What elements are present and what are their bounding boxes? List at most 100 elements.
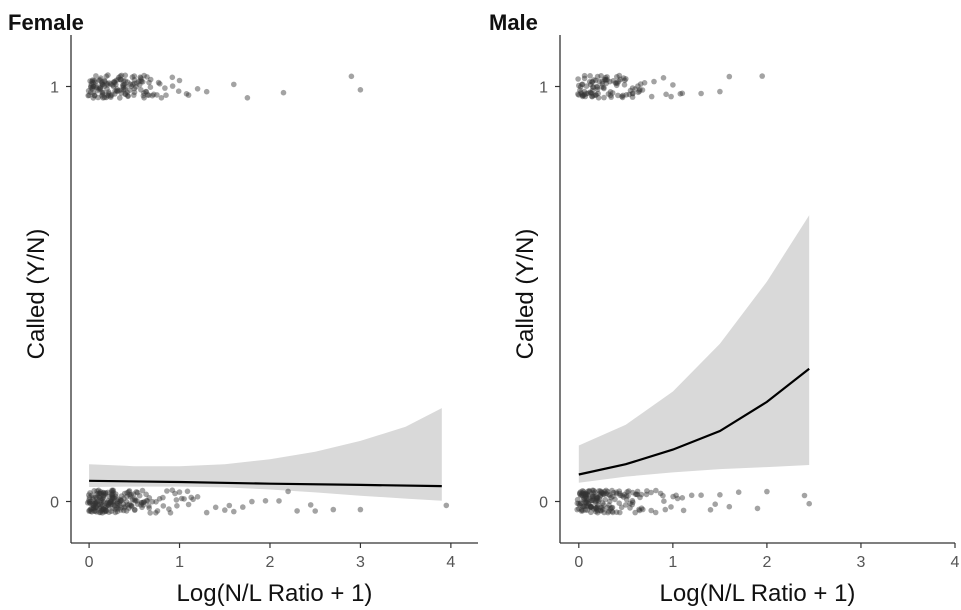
data-point-called-0 [262,498,269,504]
data-point-called-0 [632,509,638,516]
data-point-called-0 [580,496,587,503]
data-point-called-1 [601,76,608,83]
data-point-called-0 [644,488,650,494]
data-point-called-0 [593,505,599,512]
data-point-called-1 [87,78,93,84]
data-point-called-0 [149,498,156,505]
data-point-called-1 [114,88,120,94]
data-point-called-0 [109,491,116,497]
data-point-called-0 [601,488,608,495]
data-point-called-0 [586,487,592,494]
data-point-called-0 [100,492,107,499]
data-point-called-0 [596,491,603,497]
data-point-called-0 [97,489,104,495]
data-point-called-0 [588,509,594,516]
data-point-called-0 [592,489,598,495]
data-point-called-0 [110,501,116,507]
data-point-called-0 [92,500,99,506]
data-point-called-1 [138,78,145,85]
data-point-called-0 [139,504,145,511]
data-point-called-0 [167,510,174,516]
data-point-called-1 [118,87,125,93]
data-point-called-0 [579,492,586,499]
data-point-called-0 [90,494,96,501]
data-point-called-0 [599,500,606,506]
data-point-called-0 [109,505,116,512]
data-point-called-1 [120,82,127,88]
data-point-called-1 [589,93,595,99]
data-point-called-1 [348,73,355,80]
data-point-called-1 [103,94,110,101]
data-point-called-0 [600,490,606,497]
data-point-called-1 [96,85,103,91]
data-point-called-1 [110,83,117,90]
data-point-called-0 [98,491,104,497]
data-point-called-1 [155,79,162,86]
data-point-called-1 [124,79,131,85]
data-point-called-0 [108,498,114,505]
data-point-called-1 [97,86,104,92]
data-point-called-1 [144,74,150,80]
data-point-called-0 [93,509,100,515]
data-point-called-1 [99,89,106,96]
data-point-called-0 [584,491,591,497]
y-tick-label: 1 [539,80,548,97]
y-tick-label: 0 [539,495,548,512]
data-point-called-0 [93,504,99,511]
data-point-called-1 [608,94,614,100]
data-point-called-0 [172,490,178,497]
data-point-called-0 [583,492,590,498]
data-point-called-0 [132,506,138,513]
data-point-called-1 [629,85,636,91]
data-point-called-0 [231,508,237,515]
data-point-called-1 [147,76,154,83]
data-point-called-0 [636,507,643,514]
data-point-called-1 [112,88,118,94]
data-point-called-1 [93,84,100,91]
data-point-called-0 [100,490,107,496]
x-tick-label: 1 [668,554,677,571]
data-point-called-1 [120,84,126,90]
data-point-called-0 [801,492,808,499]
data-point-called-0 [87,490,93,496]
x-tick-label: 3 [856,554,865,571]
data-point-called-0 [623,502,629,508]
data-point-called-1 [138,87,144,93]
data-point-called-0 [129,496,136,503]
data-point-called-0 [634,491,641,498]
data-point-called-1 [605,91,612,97]
y-tick-label: 1 [50,80,59,97]
data-point-called-0 [124,489,130,496]
data-point-called-0 [141,499,147,505]
data-point-called-0 [143,497,150,504]
data-point-called-1 [616,72,623,79]
data-point-called-1 [609,90,616,96]
data-point-called-1 [138,75,144,81]
data-point-called-1 [620,92,626,99]
data-point-called-0 [106,509,112,515]
data-point-called-1 [577,87,583,93]
data-point-called-0 [174,503,180,509]
data-point-called-0 [590,490,597,496]
data-point-called-1 [600,84,607,91]
data-point-called-0 [139,487,146,494]
data-point-called-0 [610,493,616,500]
data-point-called-1 [105,72,111,78]
data-point-called-1 [594,86,601,93]
data-point-called-0 [590,497,596,504]
data-point-called-0 [584,497,591,504]
data-point-called-0 [582,493,589,500]
data-point-called-1 [579,81,586,88]
data-point-called-0 [102,504,109,511]
data-point-called-1 [670,82,676,88]
data-point-called-1 [138,77,144,83]
data-point-called-1 [131,89,138,96]
data-point-called-0 [585,492,592,499]
data-point-called-0 [629,501,635,508]
data-point-called-0 [610,509,616,516]
data-point-called-0 [594,509,601,516]
data-point-called-1 [593,83,600,90]
data-point-called-0 [86,494,93,501]
data-point-called-1 [85,92,91,99]
data-point-called-1 [105,89,112,95]
